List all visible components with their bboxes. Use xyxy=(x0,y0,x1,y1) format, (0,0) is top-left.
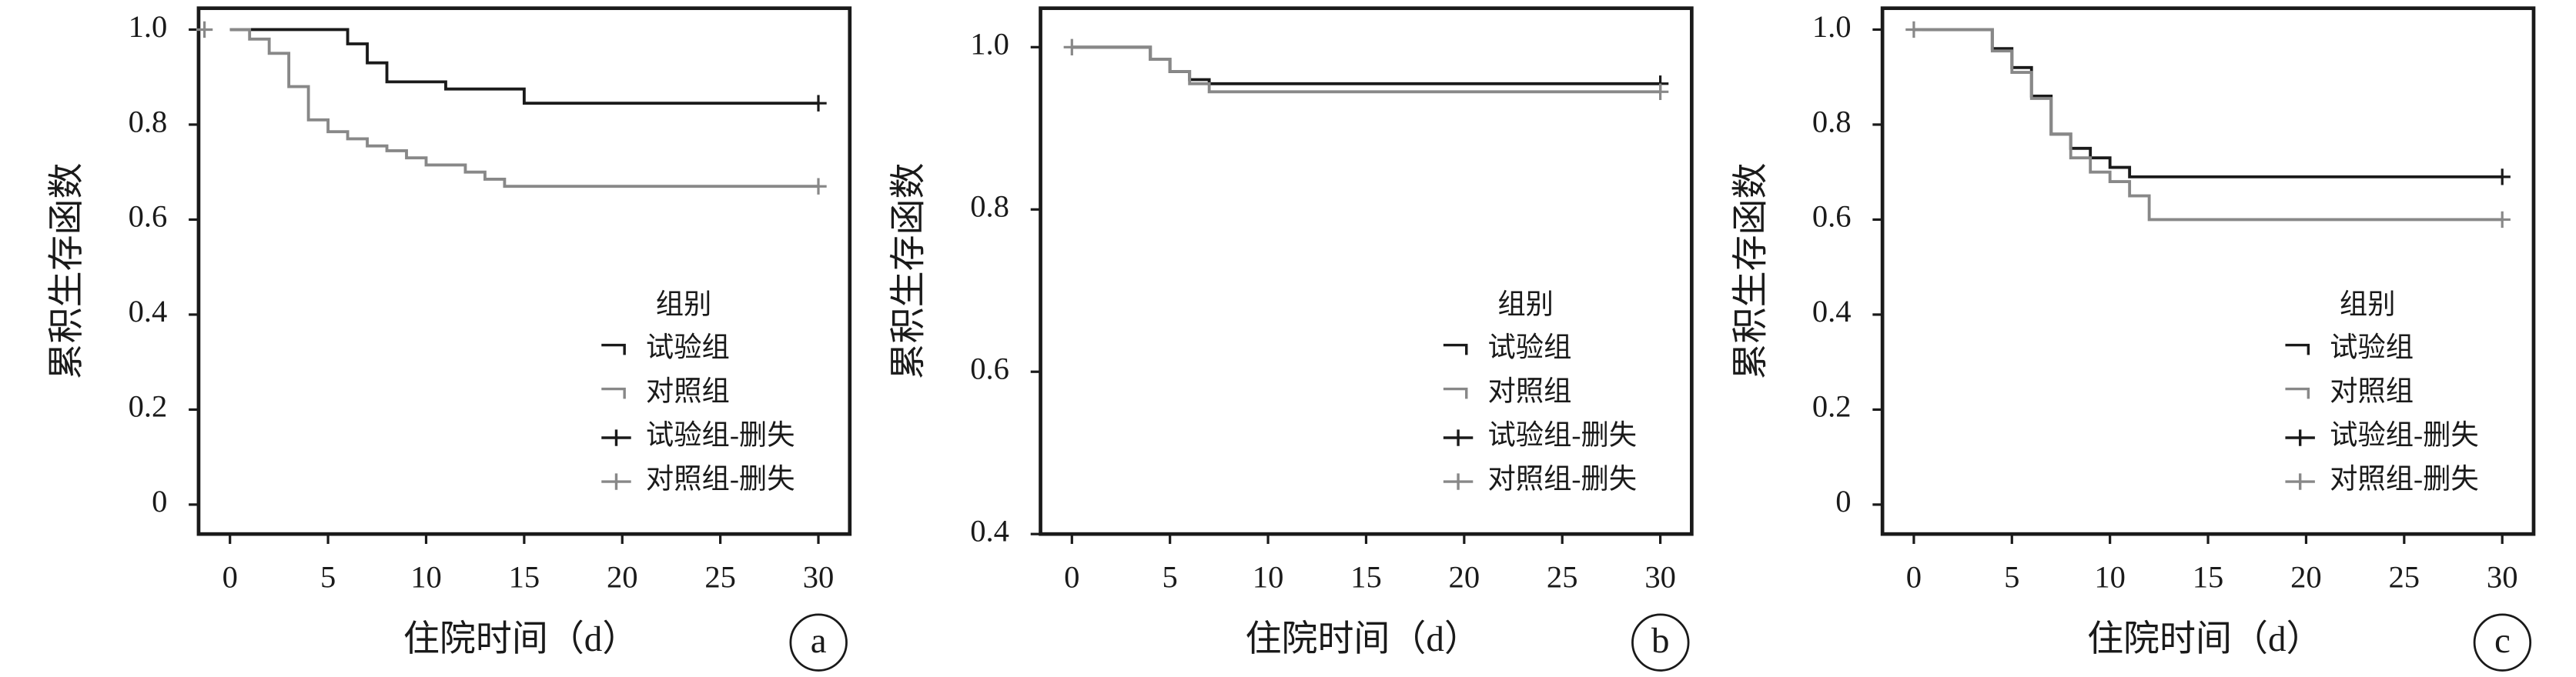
survival-line xyxy=(229,28,819,188)
y-tick-label: 0.4 xyxy=(1812,294,1852,328)
x-tick-label: 0 xyxy=(222,559,238,594)
x-tick-label: 5 xyxy=(320,559,336,594)
survival-line xyxy=(229,28,819,105)
y-tick-label: 0.6 xyxy=(129,199,168,234)
y-tick-label: 0.6 xyxy=(1812,199,1852,234)
x-axis-label: 住院时间（d） xyxy=(403,619,638,659)
censor-marker xyxy=(810,178,827,195)
survival-line xyxy=(1072,45,1661,85)
legend-label: 对照组 xyxy=(1488,375,1572,406)
panel-label-circle xyxy=(2473,613,2532,672)
legend-label: 试验组-删失 xyxy=(1488,419,1638,450)
x-tick-label: 20 xyxy=(2290,559,2322,594)
x-tick-label: 30 xyxy=(803,559,835,594)
legend-symbol xyxy=(2285,429,2315,446)
y-tick-label: 1.0 xyxy=(1812,9,1852,44)
legend-symbol xyxy=(2285,343,2310,355)
censor-marker xyxy=(810,95,827,112)
y-tick-label: 0 xyxy=(152,484,167,519)
legend-label: 试验组 xyxy=(2330,332,2414,362)
plot-frame xyxy=(1039,6,1694,536)
x-tick-label: 30 xyxy=(1644,559,1676,594)
censor-marker xyxy=(1063,38,1080,55)
y-tick-label: 0.2 xyxy=(129,389,168,424)
y-tick-label: 0.6 xyxy=(970,352,1009,386)
x-tick-label: 0 xyxy=(1064,559,1079,594)
legend-label: 对照组-删失 xyxy=(2330,463,2479,494)
legend-label: 对照组-删失 xyxy=(646,463,795,494)
x-tick-label: 5 xyxy=(1163,559,1178,594)
y-tick-label: 0.8 xyxy=(129,104,168,138)
y-tick-label: 0.8 xyxy=(970,189,1009,224)
legend-label: 对照组 xyxy=(2330,375,2414,406)
panel-label: c xyxy=(2494,621,2511,661)
x-tick-label: 30 xyxy=(2487,559,2518,594)
y-axis-label: 累积生存函数 xyxy=(47,162,87,379)
x-tick-label: 20 xyxy=(1449,559,1480,594)
legend-symbol xyxy=(601,387,626,399)
survival-line xyxy=(1913,28,2503,222)
legend-title: 组别 xyxy=(2340,289,2396,320)
legend-title: 组别 xyxy=(1497,289,1554,320)
panel: 0 5 10 15 20 25 30 0 0.2 0.4 0.6 0.8 1.0 住院时间（d） 累积生存函… xyxy=(47,6,852,672)
legend-label: 试验组-删失 xyxy=(2330,419,2479,450)
panel-label: a xyxy=(811,621,827,661)
panel: 0 5 10 15 20 25 30 0 0.2 0.4 0.6 0.8 1.0 住院时间（d） 累积生存函… xyxy=(1731,6,2536,672)
panel-label: b xyxy=(1651,621,1670,661)
y-tick-label: 0.4 xyxy=(970,513,1009,548)
censor-marker xyxy=(1651,83,1669,101)
x-tick-label: 25 xyxy=(1547,559,1578,594)
y-tick-label: 0 xyxy=(1835,484,1851,519)
y-tick-label: 0.8 xyxy=(1812,104,1852,138)
legend-label: 对照组-删失 xyxy=(1488,463,1638,494)
legend-symbol xyxy=(2285,473,2315,490)
legend-symbol xyxy=(1443,343,1468,355)
x-tick-label: 0 xyxy=(1906,559,1922,594)
x-tick-label: 15 xyxy=(2193,559,2224,594)
x-tick-label: 5 xyxy=(2004,559,2019,594)
x-axis-label: 住院时间（d） xyxy=(2087,619,2322,659)
legend-label: 对照组 xyxy=(646,375,730,406)
x-tick-label: 10 xyxy=(1253,559,1284,594)
x-tick-label: 15 xyxy=(1350,559,1382,594)
legend-label: 试验组 xyxy=(646,332,730,362)
x-tick-label: 15 xyxy=(509,559,540,594)
legend-symbol xyxy=(1443,429,1474,446)
censor-marker xyxy=(2494,168,2511,185)
panel: 0 5 10 15 20 25 30 0.4 0.6 0.8 1.0 住院时间（d） 累积生存函数 b 试验… xyxy=(889,6,1694,672)
y-tick-label: 0.2 xyxy=(1812,389,1852,424)
legend-symbol xyxy=(601,343,626,355)
y-axis-label: 累积生存函数 xyxy=(1731,162,1771,379)
y-tick-label: 0.4 xyxy=(129,294,168,328)
panel-label-circle xyxy=(789,613,848,672)
censor-marker xyxy=(1905,21,1922,38)
y-tick-label: 1.0 xyxy=(129,9,168,44)
censor-marker xyxy=(196,21,213,38)
plot-frame xyxy=(1880,6,2536,536)
censor-marker xyxy=(2494,211,2511,228)
x-tick-label: 25 xyxy=(2389,559,2420,594)
legend-label: 试验组 xyxy=(1488,332,1572,362)
legend-symbol xyxy=(601,473,631,490)
legend-title: 组别 xyxy=(656,289,712,320)
y-tick-label: 1.0 xyxy=(970,27,1009,62)
x-tick-label: 10 xyxy=(410,559,442,594)
x-axis-label: 住院时间（d） xyxy=(1245,619,1480,659)
legend-symbol xyxy=(2285,387,2310,399)
legend-symbol xyxy=(1443,473,1474,490)
x-tick-label: 10 xyxy=(2094,559,2126,594)
survival-line xyxy=(1072,45,1661,94)
legend-symbol xyxy=(601,429,631,446)
legend-label: 试验组-删失 xyxy=(646,419,795,450)
panel-label-circle xyxy=(1631,613,1690,672)
x-tick-label: 20 xyxy=(607,559,638,594)
legend-symbol xyxy=(1443,387,1468,399)
x-tick-label: 25 xyxy=(704,559,736,594)
y-axis-label: 累积生存函数 xyxy=(889,162,929,379)
